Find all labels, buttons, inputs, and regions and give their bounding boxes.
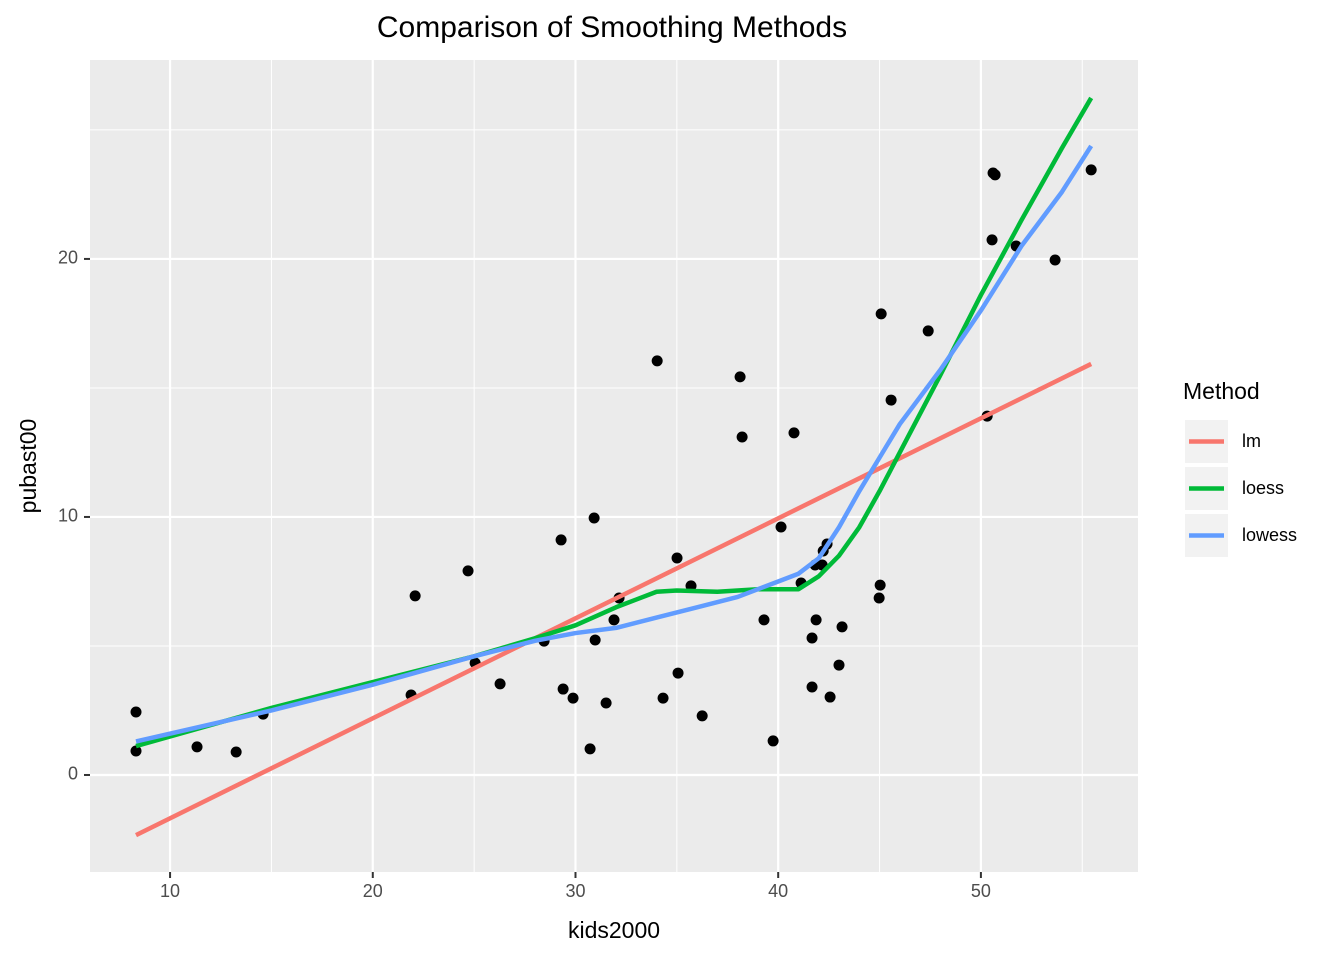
x-tick-label: 50 <box>971 881 991 901</box>
smooth-line <box>135 361 1093 838</box>
y-tick-label: 10 <box>58 506 78 526</box>
x-tick-label: 30 <box>565 881 585 901</box>
data-point <box>494 678 506 690</box>
data-point <box>651 355 663 367</box>
data-point <box>409 590 421 602</box>
data-point <box>584 743 596 755</box>
data-point <box>806 632 818 644</box>
legend-title: Method <box>1183 378 1260 404</box>
data-point <box>767 735 779 747</box>
data-point <box>672 667 684 679</box>
data-point <box>600 697 612 709</box>
data-point <box>567 692 579 704</box>
smooth-line <box>135 144 1094 744</box>
data-point <box>758 614 770 626</box>
data-point <box>922 325 934 337</box>
data-point <box>608 614 620 626</box>
data-point <box>130 745 142 757</box>
data-point <box>874 579 886 591</box>
data-point <box>1085 164 1097 176</box>
data-point <box>824 691 836 703</box>
data-point <box>191 741 203 753</box>
x-tick-label: 40 <box>768 881 788 901</box>
data-point <box>696 710 708 722</box>
data-point <box>588 512 600 524</box>
data-point <box>589 634 601 646</box>
data-point <box>875 308 887 320</box>
legend-label: loess <box>1242 478 1284 498</box>
data-point <box>230 746 242 758</box>
data-point <box>555 534 567 546</box>
legend-label: lowess <box>1242 525 1297 545</box>
chart-title: Comparison of Smoothing Methods <box>377 11 847 44</box>
plot-panel <box>90 60 1138 872</box>
data-point <box>734 371 746 383</box>
data-point <box>657 692 669 704</box>
data-point <box>836 621 848 633</box>
data-point <box>986 234 998 246</box>
data-point <box>671 552 683 564</box>
data-point <box>788 427 800 439</box>
data-point <box>1049 254 1061 266</box>
x-tick-label: 10 <box>160 881 180 901</box>
data-point <box>775 521 787 533</box>
data-point <box>885 394 897 406</box>
x-axis-label: kids2000 <box>568 917 660 943</box>
y-tick-label: 0 <box>68 764 78 784</box>
data-point <box>989 169 1001 181</box>
data-point <box>873 592 885 604</box>
data-point <box>685 580 697 592</box>
data-point <box>810 614 822 626</box>
data-point <box>833 659 845 671</box>
y-axis-label: pubast00 <box>15 419 41 514</box>
x-tick-label: 20 <box>363 881 383 901</box>
legend-label: lm <box>1242 431 1261 451</box>
data-point <box>806 681 818 693</box>
data-point <box>130 706 142 718</box>
data-point <box>557 683 569 695</box>
data-point <box>736 431 748 443</box>
data-point <box>462 565 474 577</box>
y-tick-label: 20 <box>58 248 78 268</box>
